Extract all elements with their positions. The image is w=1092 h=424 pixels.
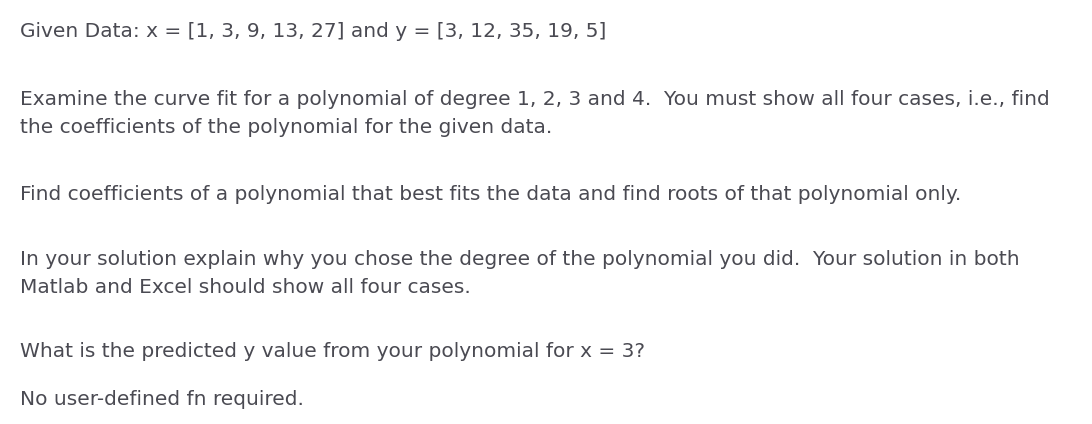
Text: Given Data: x = [1, 3, 9, 13, 27] and y = [3, 12, 35, 19, 5]: Given Data: x = [1, 3, 9, 13, 27] and y … <box>20 22 606 41</box>
Text: the coefficients of the polynomial for the given data.: the coefficients of the polynomial for t… <box>20 118 551 137</box>
Text: What is the predicted y value from your polynomial for x = 3?: What is the predicted y value from your … <box>20 342 644 361</box>
Text: In your solution explain why you chose the degree of the polynomial you did.  Yo: In your solution explain why you chose t… <box>20 250 1019 269</box>
Text: Find coefficients of a polynomial that best fits the data and find roots of that: Find coefficients of a polynomial that b… <box>20 185 961 204</box>
Text: No user-defined fn required.: No user-defined fn required. <box>20 390 304 409</box>
Text: Examine the curve fit for a polynomial of degree 1, 2, 3 and 4.  You must show a: Examine the curve fit for a polynomial o… <box>20 90 1049 109</box>
Text: Matlab and Excel should show all four cases.: Matlab and Excel should show all four ca… <box>20 278 471 297</box>
